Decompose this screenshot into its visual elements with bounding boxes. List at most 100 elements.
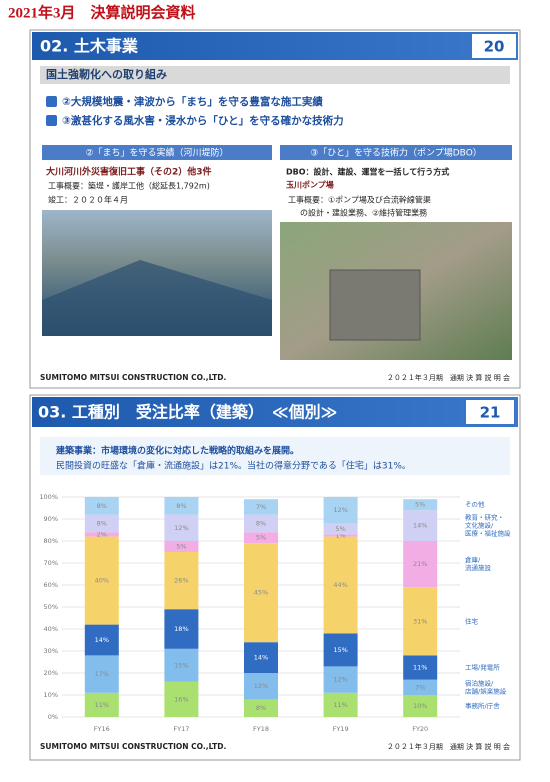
value-label: 14% xyxy=(413,522,427,530)
project-name: 玉川ポンプ場 xyxy=(286,180,334,190)
bar-segment xyxy=(84,514,119,533)
value-label: 8% xyxy=(97,502,107,510)
value-label: 14% xyxy=(95,636,109,644)
legend-label: 工場/発電所 xyxy=(465,663,500,672)
legend-label: 宿泊施設/店舗/娯楽施設 xyxy=(465,678,507,695)
legend-label: 教育・研究・文化施設/医療・福祉施設 xyxy=(465,513,511,538)
bar-segment xyxy=(323,692,358,717)
bar-segment xyxy=(323,666,358,693)
value-label: 7% xyxy=(256,503,266,511)
body-text: 民間投資の旺盛な「倉庫・流通施設」は21%。当社の得意分野である「住宅」は31%… xyxy=(56,460,411,472)
bar-segment xyxy=(244,543,278,643)
x-tick-label: FY17 xyxy=(173,725,189,733)
bar-segment xyxy=(164,541,199,552)
page-box xyxy=(466,400,514,424)
value-label: 8% xyxy=(256,519,266,527)
legend-label: 事務所/庁舎 xyxy=(465,701,500,710)
footer-company: SUMITOMO MITSUI CONSTRUCTION CO.,LTD. xyxy=(40,742,226,751)
y-tick-label: 60% xyxy=(44,581,58,589)
bar-segment xyxy=(164,609,199,649)
doc-header: 2021年3月 決算説明会資料 xyxy=(8,3,196,21)
bar-segment xyxy=(403,695,438,717)
page-number: 20 xyxy=(484,38,505,56)
value-label: 8% xyxy=(97,519,107,527)
value-label: 1% xyxy=(335,532,345,540)
bar-segment xyxy=(84,655,119,693)
legend-label: 住宅 xyxy=(465,616,479,625)
chart: 0% 10% 20% 30% 40% 50% 60% 70% 80% 90% 100% FY16 11%… xyxy=(39,493,511,733)
bar-segment xyxy=(403,499,438,511)
project-detail: 工事概要：築堤・護岸工他（総延長1,792m) xyxy=(48,181,210,191)
x-tick-label: FY16 xyxy=(94,725,110,733)
y-tick-label: 50% xyxy=(44,603,58,611)
y-tick-label: 40% xyxy=(44,625,58,633)
value-label: 45% xyxy=(254,589,268,597)
value-label: 16% xyxy=(174,695,188,703)
point: ②大規模地震・津波から「まち」を守る豊富な施工実績 xyxy=(62,95,323,108)
value-label: 11% xyxy=(413,664,427,672)
bar-segment xyxy=(84,692,119,717)
bar-segment xyxy=(164,552,199,610)
project-detail: 竣工：２０２０年４月 xyxy=(48,195,128,205)
bar-segment xyxy=(164,514,199,541)
bar-segment xyxy=(403,655,438,680)
bar-segment xyxy=(244,673,278,700)
bar-segment xyxy=(403,587,438,656)
title-bar xyxy=(32,32,518,60)
photo-detail xyxy=(42,260,272,336)
bar-segment xyxy=(403,510,438,541)
bar-segment xyxy=(84,624,119,656)
bar-segment xyxy=(244,532,278,544)
value-label: 5% xyxy=(335,525,345,533)
bar-segment xyxy=(84,497,119,515)
value-label: 15% xyxy=(174,661,188,669)
value-label: 21% xyxy=(413,560,427,568)
value-label: 40% xyxy=(95,577,109,585)
value-label: 26% xyxy=(174,577,188,585)
slide-title: 03. 工種別 受注比率（建築） ≪個別≫ xyxy=(38,403,337,422)
y-tick-label: 100% xyxy=(39,493,58,501)
footer-event: ２０２１年３月期 通期 決 算 説 明 会 xyxy=(387,373,510,382)
slide-title: 02. 土木事業 xyxy=(40,37,139,56)
bar-segment xyxy=(403,679,438,695)
y-tick-label: 10% xyxy=(44,691,58,699)
photo-detail xyxy=(329,269,421,341)
dbo-text: DBO：設計、建設、運営を一括して行う方式 xyxy=(286,167,449,177)
subtitle: 国土強靭化への取り組み xyxy=(46,67,167,81)
bar-segment xyxy=(323,536,358,634)
page-box xyxy=(472,34,516,58)
bar-segment xyxy=(244,699,278,717)
value-label: 12% xyxy=(254,682,268,690)
project-detail: 工事概要：①ポンプ場及び合流幹線管渠 xyxy=(288,195,431,205)
value-label: 31% xyxy=(413,617,427,625)
y-tick-label: 0% xyxy=(48,713,58,721)
value-label: 12% xyxy=(333,506,347,514)
bar-segment xyxy=(164,648,199,682)
legend-label: その他 xyxy=(465,500,485,509)
x-tick-label: FY19 xyxy=(333,725,349,733)
value-label: 17% xyxy=(95,670,109,678)
value-label: 5% xyxy=(256,534,266,542)
value-label: 14% xyxy=(254,654,268,662)
bar-segment xyxy=(164,681,199,717)
project-name: 大川河川外災害復旧工事（その2）他3件 xyxy=(46,166,212,178)
value-label: 11% xyxy=(333,701,347,709)
value-label: 2% xyxy=(97,530,107,538)
value-label: 8% xyxy=(176,502,186,510)
column-heading-bg xyxy=(280,145,512,160)
subtitle-bar xyxy=(40,66,510,84)
y-tick-label: 70% xyxy=(44,559,58,567)
bar-segment xyxy=(164,497,199,515)
bar-segment xyxy=(84,532,119,537)
bar-segment xyxy=(84,536,119,625)
value-label: 18% xyxy=(174,625,188,633)
project-detail: の設計・建設業務、②維持管理業務 xyxy=(300,208,427,218)
title-bar xyxy=(32,397,518,427)
legend-label: 倉庫/流通施設 xyxy=(465,555,492,572)
value-label: 15% xyxy=(333,646,347,654)
y-tick-label: 90% xyxy=(44,515,58,523)
bar-segment xyxy=(403,541,438,588)
x-tick-label: FY20 xyxy=(412,725,428,733)
column-heading: ③「ひと」を守る技術力（ポンプ場DBO） xyxy=(310,147,482,159)
